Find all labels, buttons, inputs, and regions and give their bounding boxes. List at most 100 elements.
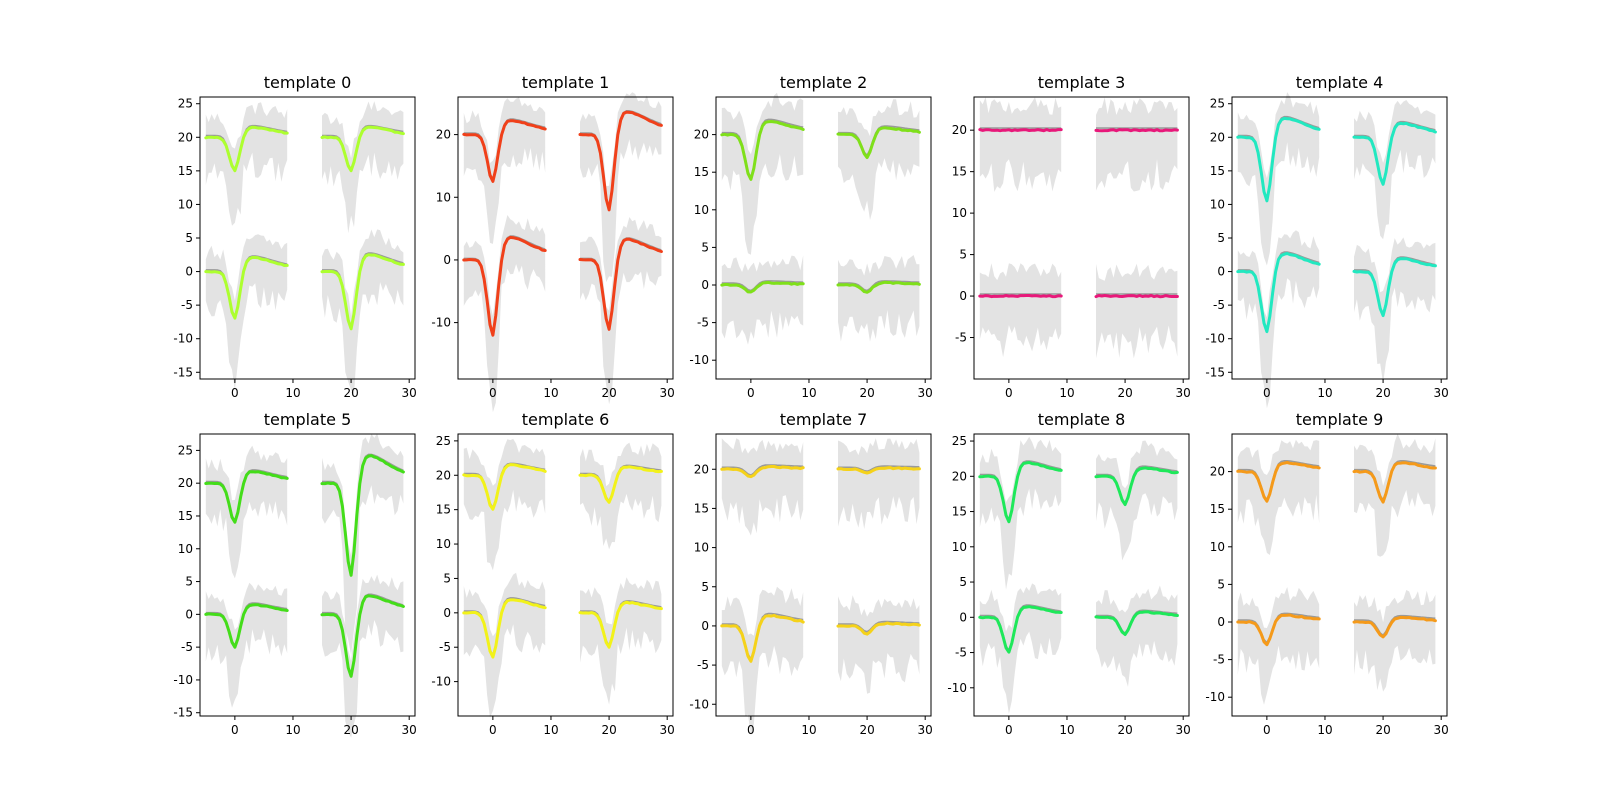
y-tick-label: 15 [694,165,709,179]
template-trace-1-0 [978,294,1063,299]
band-1-1 [1096,585,1178,687]
template-trace-1-1 [1352,257,1437,318]
band-1-0 [1237,587,1320,705]
band-0-1 [322,101,404,234]
x-tick-label: 20 [601,723,616,737]
axes-frame [715,96,932,380]
x-tick-label: 20 [1375,386,1390,400]
y-tick-label: -5 [439,640,451,654]
x-tick-label: 10 [1317,386,1332,400]
y-tick-label: 15 [952,165,967,179]
band-1-0 [463,215,546,413]
y-tick-label: 10 [436,537,451,551]
template-trace-0-0 [204,125,289,173]
band-1-0 [1237,230,1320,409]
subplot-title: template 7 [780,410,868,429]
y-tick-label: -10 [1205,690,1225,704]
y-tick-label: 5 [185,575,193,589]
subplot-title: template 3 [1038,73,1126,92]
band-1-1 [322,229,404,396]
y-tick-label: 0 [443,606,451,620]
x-tick-label: 30 [402,723,417,737]
y-tick-label: -10 [1205,332,1225,346]
template-trace-0-1 [836,466,921,475]
y-tick-label: -10 [431,675,451,689]
template-trace-0-0 [1236,116,1321,203]
y-tick-label: 0 [185,265,193,279]
template-trace-1-1 [578,600,663,649]
y-tick-label: 20 [178,130,193,144]
y-tick-label: 20 [694,462,709,476]
y-tick-label: -5 [181,298,193,312]
y-tick-label: 5 [1217,231,1225,245]
x-tick-label: 30 [918,723,933,737]
y-tick-label: 0 [1217,615,1225,629]
template-trace-0-0 [462,463,547,511]
band-1-0 [463,572,546,718]
template-trace-1-0 [204,603,289,649]
template-trace-1-0 [462,598,547,659]
subplot-7: -10 -5 0 5 10 15 20 0 10 20 30 template 7 [689,410,932,737]
y-tick-label: 25 [178,443,193,457]
x-tick-label: 0 [1263,386,1271,400]
band-0-1 [838,99,920,220]
subplot-6: -10 -5 0 5 10 15 20 25 0 10 20 30 template 6 [431,410,674,737]
x-tick-label: 0 [231,386,239,400]
axes-frame [973,433,1190,717]
y-tick-label: 10 [952,206,967,220]
x-tick-label: 10 [1059,723,1074,737]
x-tick-label: 30 [660,723,675,737]
subplot-0: -15 -10 -5 0 5 10 15 20 25 0 10 20 30 template 0 [173,73,416,400]
y-tick-label: 20 [436,128,451,142]
template-trace-0-0 [978,128,1063,133]
y-tick-label: 20 [952,123,967,137]
band-1-1 [838,255,920,342]
y-tick-label: -5 [1213,653,1225,667]
y-tick-label: 20 [1210,465,1225,479]
y-tick-label: 10 [436,190,451,204]
y-tick-label: 5 [701,580,709,594]
y-tick-label: 25 [952,434,967,448]
template-trace-0-1 [1094,128,1179,133]
y-tick-label: 10 [694,541,709,555]
y-tick-label: 5 [443,571,451,585]
x-tick-label: 20 [1117,723,1132,737]
subplot-4: -15 -10 -5 0 5 10 15 20 25 0 10 20 30 template 4 [1205,73,1449,409]
y-tick-label: 20 [694,128,709,142]
subplot-1: -10 0 10 20 0 10 20 30 template 1 [431,73,675,413]
y-tick-label: 10 [178,542,193,556]
template-trace-1-0 [720,613,805,663]
y-tick-label: -10 [431,316,451,330]
y-tick-label: -10 [689,697,709,711]
mean-trace-0-0 [721,464,804,476]
x-tick-label: 10 [285,386,300,400]
x-tick-label: 30 [1434,386,1449,400]
y-tick-label: 25 [178,97,193,111]
y-tick-label: -15 [173,706,193,720]
y-tick-label: 20 [952,469,967,483]
y-tick-label: 0 [185,607,193,621]
axes-frame [973,96,1190,380]
x-tick-label: 10 [801,723,816,737]
x-tick-label: 0 [747,723,755,737]
template-trace-0-0 [204,470,289,524]
template-trace-1-0 [1236,252,1321,334]
band-0-0 [205,445,288,579]
band-0-0 [979,436,1062,590]
template-trace-1-0 [204,256,289,320]
band-0-1 [1354,433,1436,557]
axes-frame [457,433,674,717]
x-tick-label: 30 [1434,723,1449,737]
template-trace-1-1 [836,280,921,294]
band-1-1 [580,577,662,705]
x-tick-label: 30 [918,386,933,400]
x-tick-label: 0 [231,723,239,737]
y-tick-label: -5 [955,646,967,660]
x-tick-label: 20 [1375,723,1390,737]
band-1-0 [979,263,1062,358]
subplot-title: template 6 [522,410,610,429]
band-1-1 [1354,590,1436,692]
mean-trace-1-1 [1354,614,1436,637]
x-tick-label: 30 [660,386,675,400]
band-0-0 [1237,439,1320,555]
